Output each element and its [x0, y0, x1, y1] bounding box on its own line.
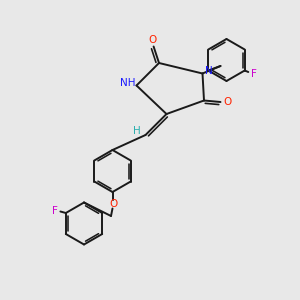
Text: H: H — [133, 126, 141, 136]
Text: F: F — [251, 69, 257, 79]
Text: N: N — [205, 65, 213, 76]
Text: O: O — [148, 35, 157, 45]
Text: O: O — [223, 97, 231, 107]
Text: F: F — [52, 206, 58, 217]
Text: NH: NH — [120, 78, 135, 88]
Text: O: O — [109, 199, 117, 209]
